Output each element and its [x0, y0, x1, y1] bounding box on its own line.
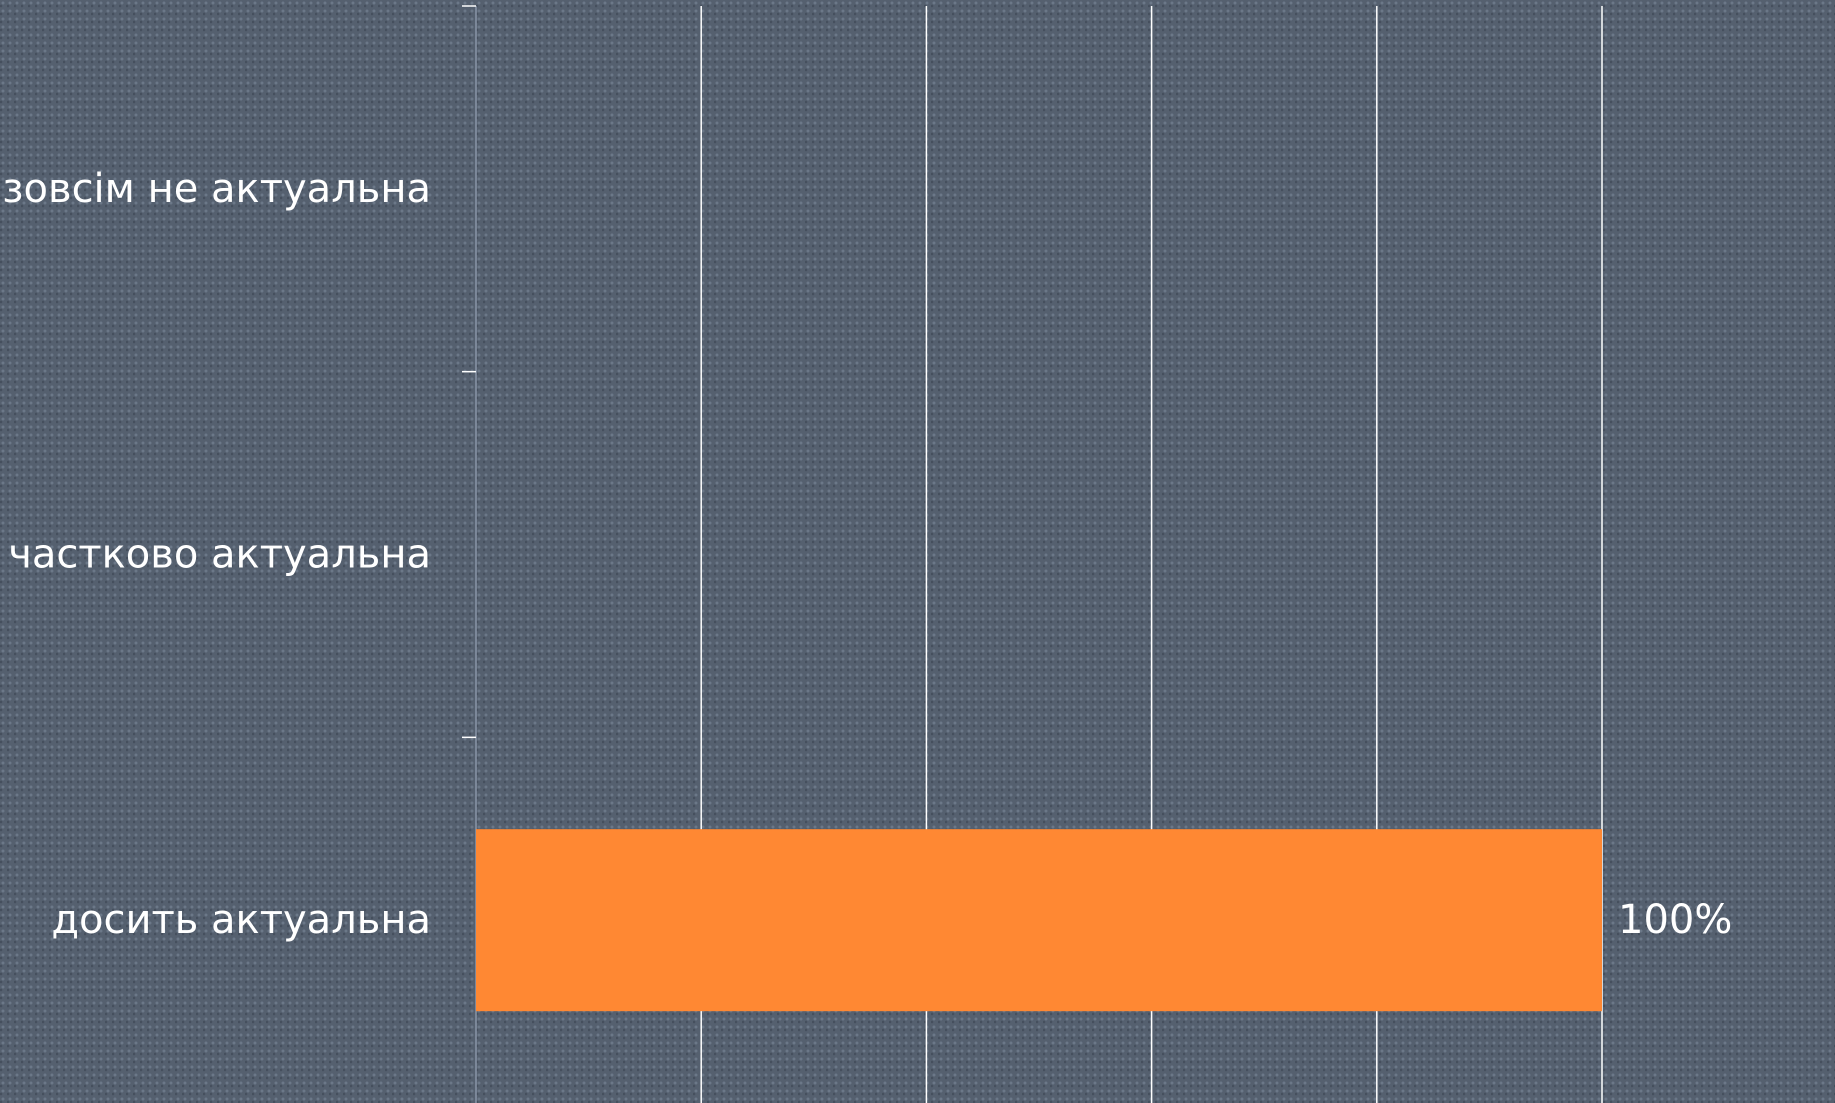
category-label: досить актуальна: [51, 897, 431, 943]
category-label: зовсім не актуальна: [2, 166, 431, 212]
bar: [476, 829, 1602, 1012]
bars: [476, 829, 1602, 1012]
labels: зовсім не актуальна частково актуальна дос…: [2, 166, 1732, 943]
data-label: 100%: [1618, 897, 1732, 943]
y-axis: [462, 5, 477, 1103]
category-label: частково актуальна: [8, 532, 431, 578]
